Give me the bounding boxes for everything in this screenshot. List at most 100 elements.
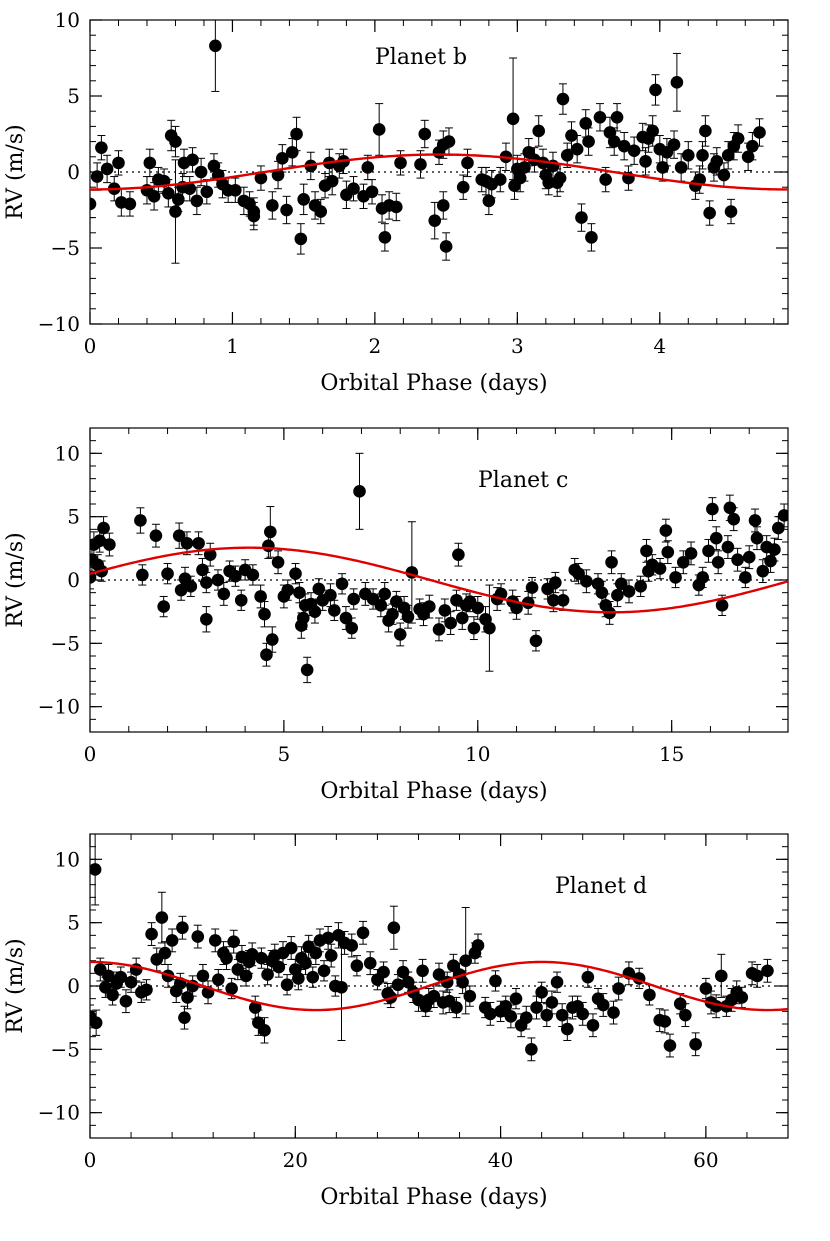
data-marker [463,989,477,1003]
data-marker [739,571,752,584]
data-marker [258,607,271,621]
data-point [184,575,198,597]
data-marker [535,986,548,999]
data-point [439,232,453,261]
data-point [258,1017,271,1044]
data-marker [586,1018,600,1032]
data-point [306,966,320,988]
data-point [756,559,770,584]
data-marker [246,568,260,582]
data-marker [599,173,612,186]
data-marker [639,155,652,168]
data-point [183,176,197,202]
data-marker [565,129,578,142]
data-marker [324,949,338,962]
x-axis-label-planet-c: Orbital Phase (days) [320,779,547,804]
data-marker [756,564,770,578]
data-marker [696,571,709,584]
data-marker [300,663,314,677]
data-point [699,977,713,1000]
data-point [246,564,260,586]
data-point [699,115,712,147]
model-curve [90,546,788,614]
data-point [393,622,407,647]
data-point [750,963,764,988]
data-point [145,922,158,946]
data-marker [750,969,764,983]
data-marker [607,135,621,148]
data-marker [702,544,715,558]
data-marker [699,982,713,995]
data-marker [217,587,231,601]
data-point [484,1001,497,1026]
data-marker [612,982,625,995]
data-point [659,518,673,543]
data-point [176,915,189,940]
data-marker [200,185,214,199]
x-tick-label: 40 [488,1148,513,1172]
data-point [389,192,403,222]
data-point [100,154,114,184]
data-point [90,1009,103,1036]
data-marker [714,969,728,983]
data-point [280,195,293,225]
data-marker [280,203,293,217]
data-point [467,616,481,641]
data-marker [258,1024,271,1037]
data-point [461,148,474,178]
data-point [181,985,194,1010]
data-marker [264,525,277,539]
data-marker [444,616,457,630]
data-marker [297,193,310,206]
data-point [658,1009,672,1034]
data-marker [556,92,570,106]
data-point [549,571,562,594]
data-marker [365,185,379,199]
data-marker [735,991,749,1004]
data-marker [309,946,323,960]
data-marker [255,951,268,965]
data-marker [220,951,233,965]
data-point [229,565,242,587]
data-point [510,595,523,620]
data-marker [90,170,104,183]
data-marker [504,1010,518,1023]
data-marker [254,590,267,603]
data-point [750,526,764,551]
data-marker [450,593,463,607]
data-point [363,951,377,976]
data-point [258,601,271,628]
data-marker [314,205,328,218]
data-point [212,969,225,991]
data-point [556,589,570,611]
data-point [200,606,213,633]
data-point [280,974,294,996]
data-point [248,995,262,1020]
data-point [768,537,781,562]
data-point [622,165,635,191]
data-marker [656,161,669,174]
data-point [622,579,636,604]
data-point [670,52,684,112]
data-point [123,191,137,217]
data-marker [353,485,366,498]
data-point [742,545,756,570]
data-point [328,599,341,622]
data-marker [363,956,377,970]
data-point [254,165,268,191]
y-tick-label: 5 [67,911,80,935]
data-marker [439,240,453,253]
x-axis-label-planet-b: Orbital Phase (days) [320,371,547,396]
data-marker [555,1008,569,1022]
data-point [228,177,242,203]
data-marker [361,161,375,174]
data-marker [328,604,341,617]
data-marker [540,1008,554,1022]
data-point [335,573,349,595]
data-point [281,579,295,601]
data-marker [272,960,286,974]
data-marker [90,197,97,211]
x-axis-label-planet-d: Orbital Phase (days) [320,1185,547,1210]
data-point [361,154,375,181]
data-point [350,955,364,977]
